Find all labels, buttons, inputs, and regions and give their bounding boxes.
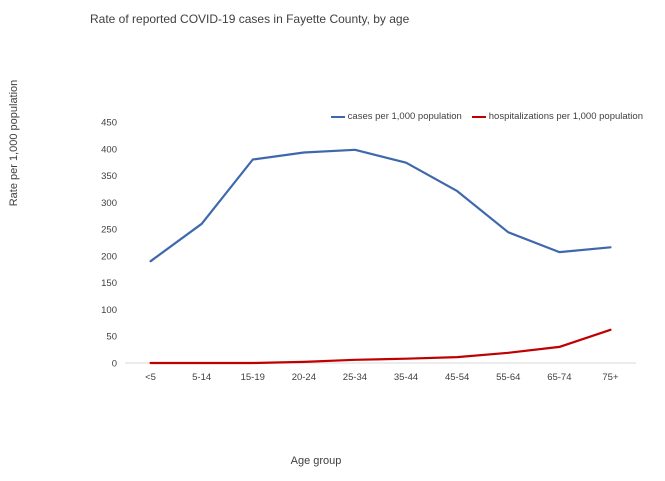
legend: cases per 1,000 population hospitalizati… <box>330 111 643 122</box>
x-tick-label: 75+ <box>602 372 619 383</box>
legend-label-cases: cases per 1,000 population <box>347 111 462 122</box>
series-line-hospitalizations <box>149 328 612 365</box>
legend-swatch-cases <box>330 115 345 118</box>
x-tick-label: 45-54 <box>445 372 469 383</box>
legend-item-hospitalizations: hospitalizations per 1,000 population <box>471 111 643 122</box>
legend-swatch-hospitalizations <box>471 115 486 118</box>
x-tick-label: 5-14 <box>192 372 211 383</box>
y-tick-label: 0 <box>112 359 117 370</box>
y-tick-label: 50 <box>106 332 117 343</box>
legend-item-cases: cases per 1,000 population <box>330 111 462 122</box>
x-tick-label: 15-19 <box>241 372 265 383</box>
y-tick-label: 400 <box>101 144 117 155</box>
chart-title: Rate of reported COVID-19 cases in Fayet… <box>90 12 410 26</box>
x-tick-label: <5 <box>145 372 156 383</box>
legend-label-hospitalizations: hospitalizations per 1,000 population <box>488 111 643 122</box>
x-tick-label: 35-44 <box>394 372 418 383</box>
y-tick-label: 300 <box>101 198 117 209</box>
x-tick-label: 25-34 <box>343 372 367 383</box>
y-tick-label: 350 <box>101 171 117 182</box>
x-tick-label: 55-64 <box>496 372 520 383</box>
y-tick-label: 200 <box>101 251 117 262</box>
y-tick-label: 150 <box>101 278 117 289</box>
y-tick-label: 250 <box>101 225 117 236</box>
y-tick-label: 450 <box>101 118 117 129</box>
y-tick-label: 100 <box>101 305 117 316</box>
x-tick-label: 65-74 <box>547 372 571 383</box>
x-axis-label: Age group <box>290 455 342 467</box>
series-line-cases <box>149 148 612 263</box>
x-tick-label: 20-24 <box>292 372 316 383</box>
